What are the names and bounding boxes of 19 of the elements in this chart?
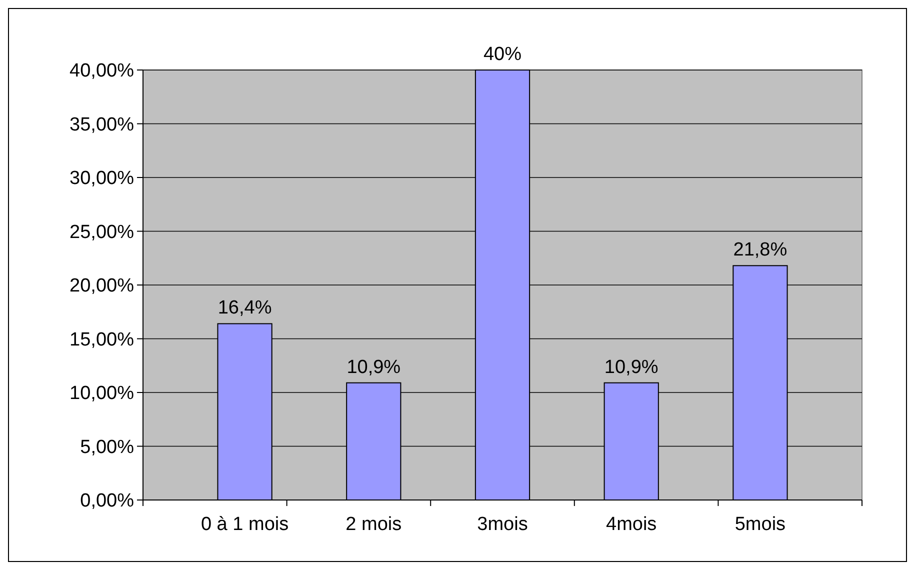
y-tick-label: 40,00%	[70, 60, 134, 82]
data-label: 10,9%	[346, 356, 401, 378]
y-tick-label: 15,00%	[70, 329, 134, 350]
x-tick-label: 3mois	[477, 514, 528, 535]
data-label: 16,4%	[218, 298, 272, 319]
x-tick-label: 0 à 1 mois	[200, 514, 289, 535]
y-tick-label: 30,00%	[70, 168, 134, 190]
data-label: 21,8%	[733, 240, 788, 261]
y-tick-label: 20,00%	[70, 276, 134, 297]
y-tick-label: 10,00%	[70, 383, 134, 404]
y-tick-label: 0,00%	[80, 490, 134, 512]
y-tick-label: 25,00%	[70, 222, 134, 243]
data-label: 10,9%	[604, 356, 658, 378]
x-tick-label: 5mois	[734, 514, 786, 535]
data-label: 40%	[483, 44, 522, 65]
y-tick-label: 35,00%	[70, 114, 134, 136]
y-tick-label: 5,00%	[80, 436, 134, 458]
x-tick-label: 4mois	[606, 514, 657, 535]
x-tick-label: 2 mois	[346, 514, 402, 535]
